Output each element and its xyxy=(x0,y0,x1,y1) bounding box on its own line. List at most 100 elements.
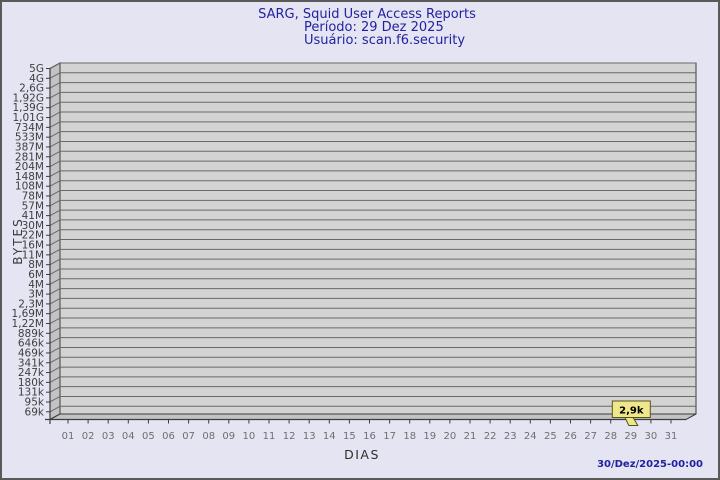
x-tick-label: 25 xyxy=(544,431,557,442)
y-tick-label: 8M xyxy=(28,259,44,271)
wall-gridline xyxy=(49,396,61,403)
wall-gridline xyxy=(49,268,61,275)
x-tick-label: 08 xyxy=(202,431,215,442)
chart-user: Usuário: scan.f6.security xyxy=(304,33,466,48)
data-point-label: 2,9k xyxy=(619,406,644,417)
y-tick-label: 281M xyxy=(15,151,44,163)
x-tick-label: 21 xyxy=(464,431,477,442)
x-tick-label: 11 xyxy=(263,431,276,442)
wall-gridline xyxy=(49,170,61,177)
y-tick-label: 2,3M xyxy=(18,298,44,310)
wall-gridline xyxy=(49,317,61,324)
x-tick-label: 17 xyxy=(383,431,396,442)
floor-3d xyxy=(49,413,697,420)
y-tick-label: 2,6G xyxy=(19,83,44,95)
x-tick-label: 03 xyxy=(102,431,115,442)
y-tick-label: 6M xyxy=(28,269,44,281)
x-tick-label: 07 xyxy=(182,431,195,442)
y-tick-label: 57M xyxy=(22,200,44,212)
wall-gridline xyxy=(49,111,61,118)
x-tick-label: 06 xyxy=(162,431,175,442)
x-tick-label: 04 xyxy=(122,431,135,442)
wall-gridline xyxy=(49,121,61,128)
wall-gridline xyxy=(49,150,61,158)
wall-gridline xyxy=(49,288,61,295)
wall-gridline xyxy=(49,82,61,89)
plot-panel xyxy=(59,62,697,415)
data-point-flag xyxy=(611,400,651,418)
wall-gridline xyxy=(49,199,61,207)
y-axis-title: BYTES xyxy=(11,217,25,265)
y-tick-label: 180k xyxy=(18,377,45,389)
y-tick-label: 533M xyxy=(15,132,44,144)
generation-timestamp: 30/Dez/2025-00:00 xyxy=(597,459,703,470)
x-tick-label: 02 xyxy=(82,431,95,442)
y-tick-label: 16M xyxy=(22,240,44,252)
wall-gridline xyxy=(49,405,61,413)
y-tick-label: 22M xyxy=(22,230,44,242)
y-tick-label: 78M xyxy=(22,191,44,203)
x-tick-label: 01 xyxy=(62,431,75,442)
y-tick-label: 469k xyxy=(18,347,45,359)
x-tick-label: 24 xyxy=(524,431,537,442)
x-tick-label: 30 xyxy=(645,431,658,442)
y-tick-label: 131k xyxy=(18,387,45,399)
wall-gridline xyxy=(49,91,61,99)
x-tick-label: 16 xyxy=(363,431,376,442)
x-tick-label: 13 xyxy=(303,431,316,442)
wall-gridline xyxy=(49,131,61,138)
x-tick-label: 18 xyxy=(403,431,416,442)
x-tick-label: 09 xyxy=(222,431,235,442)
x-tick-label: 28 xyxy=(604,431,617,442)
x-axis-title: DIAS xyxy=(344,447,380,462)
y-tick-label: 1,39G xyxy=(12,102,44,114)
y-tick-label: 30M xyxy=(22,220,44,232)
y-tick-label: 4M xyxy=(28,279,44,291)
y-tick-label: 1,69M xyxy=(12,308,44,320)
y-tick-label: 387M xyxy=(15,141,44,153)
wall-gridline xyxy=(49,356,61,364)
wall-gridline xyxy=(49,239,61,246)
x-tick-label: 05 xyxy=(142,431,155,442)
wall-gridline xyxy=(49,386,61,393)
y-tick-label: 148M xyxy=(15,171,44,183)
x-tick-label: 31 xyxy=(665,431,678,442)
wall-gridline xyxy=(49,248,61,256)
wall-gridline xyxy=(49,180,61,187)
wall-gridline xyxy=(49,72,61,79)
wall-gridline xyxy=(49,297,61,305)
wall-gridline xyxy=(49,347,61,354)
x-tick-label: 27 xyxy=(584,431,597,442)
y-tick-label: 3M xyxy=(28,289,44,301)
y-tick-label: 11M xyxy=(22,249,44,261)
y-tick-label: 1,01G xyxy=(12,112,44,124)
wall-gridline xyxy=(49,62,61,69)
wall-gridline xyxy=(49,209,61,217)
y-tick-label: 247k xyxy=(18,367,45,379)
y-tick-label: 108M xyxy=(15,181,44,193)
wall-gridline xyxy=(49,337,61,344)
y-tick-label: 5G xyxy=(29,63,44,75)
x-tick-label: 26 xyxy=(564,431,577,442)
x-tick-label: 23 xyxy=(504,431,517,442)
y-tick-label: 889k xyxy=(18,328,45,340)
x-tick-label: 10 xyxy=(243,431,256,442)
x-tick-label: 15 xyxy=(343,431,356,442)
wall-gridline xyxy=(49,219,61,226)
x-tick-label: 29 xyxy=(624,431,637,442)
y-tick-label: 4G xyxy=(29,73,44,85)
wall-gridline xyxy=(49,307,61,315)
y-tick-label: 646k xyxy=(18,338,45,350)
wall-gridline xyxy=(49,229,61,236)
wall-gridline xyxy=(49,160,61,168)
x-tick-label: 19 xyxy=(423,431,436,442)
y-tick-label: 1,22M xyxy=(12,318,44,330)
x-tick-label: 14 xyxy=(323,431,336,442)
y-tick-label: 734M xyxy=(15,122,44,134)
x-tick-label: 22 xyxy=(484,431,497,442)
y-tick-label: 341k xyxy=(18,357,45,369)
wall-gridline xyxy=(49,190,61,197)
x-tick-label: 20 xyxy=(444,431,457,442)
chart-period: Período: 29 Dez 2025 xyxy=(304,20,444,35)
